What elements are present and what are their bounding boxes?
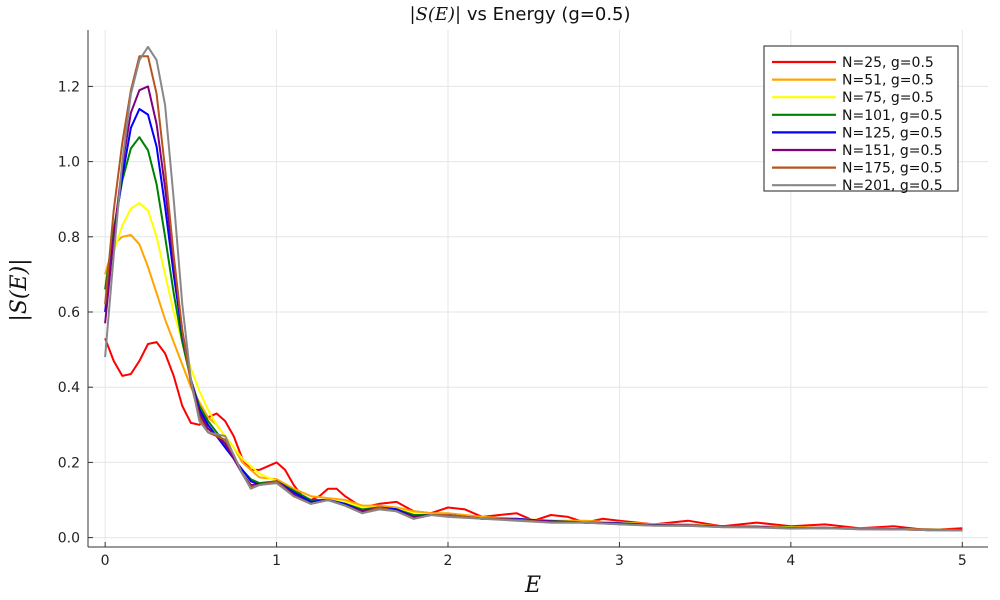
chart-title-text: vs Energy (g=0.5) bbox=[461, 4, 630, 25]
legend-label: N=175, g=0.5 bbox=[842, 161, 943, 177]
legend-label: N=75, g=0.5 bbox=[842, 90, 934, 106]
legend-label: N=101, g=0.5 bbox=[842, 108, 943, 124]
legend-label: N=51, g=0.5 bbox=[842, 73, 934, 89]
x-tick-label: 4 bbox=[786, 553, 795, 569]
x-tick-label: 0 bbox=[101, 553, 110, 569]
chart-title: |S(E)| vs Energy (g=0.5) bbox=[409, 4, 630, 25]
legend-label: N=151, g=0.5 bbox=[842, 143, 943, 159]
y-tick-label: 0.0 bbox=[58, 531, 80, 547]
legend-label: N=125, g=0.5 bbox=[842, 125, 943, 141]
tick-labels: 0 1 2 3 4 5 0.0 0.2 0.4 0.6 0.8 1.0 1.2 bbox=[58, 79, 967, 569]
series-line bbox=[104, 337, 963, 532]
series-lines bbox=[104, 45, 963, 532]
y-axis-label: |S(E)| bbox=[7, 258, 32, 321]
x-tick-label: 2 bbox=[444, 553, 453, 569]
x-tick-label: 3 bbox=[615, 553, 624, 569]
legend-items: N=25, g=0.5 N=51, g=0.5N=75, g=0.5 N=101, … bbox=[772, 55, 943, 194]
y-tick-label: 0.4 bbox=[58, 380, 80, 396]
axes bbox=[87, 30, 988, 548]
series-line bbox=[104, 45, 963, 532]
y-tick-label: 0.8 bbox=[58, 230, 80, 246]
x-axis-label: E bbox=[524, 573, 541, 598]
series-line bbox=[104, 233, 963, 532]
legend-label: N=201, g=0.5 bbox=[842, 178, 943, 194]
y-tick-label: 0.2 bbox=[58, 455, 80, 471]
series-line bbox=[104, 202, 963, 532]
y-tick-label: 1.2 bbox=[58, 79, 80, 95]
legend-label: N=25, g=0.5 bbox=[842, 55, 934, 71]
x-tick-label: 1 bbox=[272, 553, 281, 569]
series-line bbox=[104, 136, 963, 532]
y-tick-label: 0.6 bbox=[58, 305, 80, 321]
legend: N=25, g=0.5 N=51, g=0.5N=75, g=0.5 N=101, … bbox=[763, 45, 959, 194]
chart-title-math: |S(E)| bbox=[409, 4, 461, 25]
x-tick-label: 5 bbox=[958, 553, 967, 569]
y-tick-label: 1.0 bbox=[58, 155, 80, 171]
